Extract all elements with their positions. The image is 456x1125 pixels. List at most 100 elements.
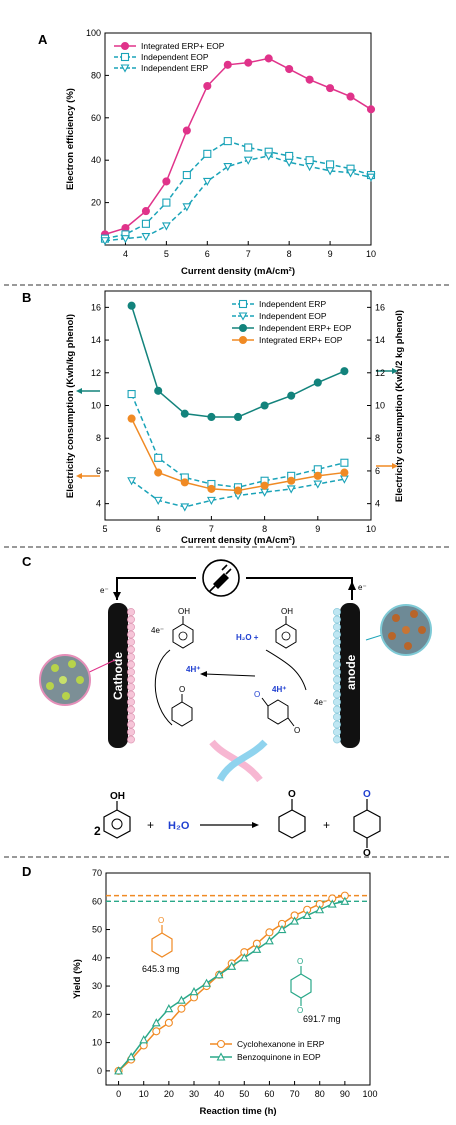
circuit-wire [116, 577, 196, 600]
data-point [162, 198, 171, 207]
data-point [182, 126, 191, 135]
y-tick-label: 70 [92, 868, 102, 878]
x-tick-label: 60 [264, 1089, 274, 1099]
legend-label: Integrated ERP+ EOP [141, 41, 225, 51]
cyclohexanone-structure-icon: O [278, 789, 306, 839]
panel-label-a: A [38, 32, 48, 47]
data-point [114, 1066, 123, 1075]
cyclohexanone-molecule-icon: O [171, 685, 193, 727]
cyan-cross-arrow [216, 739, 268, 782]
data-point [154, 386, 163, 395]
data-point [285, 151, 294, 161]
catalyst-bead [127, 720, 135, 729]
legend-marker [238, 299, 248, 309]
y-tick-label: 10 [91, 401, 101, 411]
y-tick-label: 50 [92, 925, 102, 935]
x-tick-label: 8 [262, 524, 267, 534]
x-tick-label: 9 [328, 249, 333, 259]
y-tick-label-right: 10 [375, 401, 385, 411]
svg-text:O: O [254, 690, 260, 699]
panel-label-b: B [22, 290, 31, 305]
reaction-arrow [154, 649, 173, 726]
x-tick-label: 20 [164, 1089, 174, 1099]
phenol-molecule-icon: OH [275, 607, 297, 649]
data-point [162, 177, 171, 186]
data-point [346, 169, 355, 178]
cathode-label: Cathode [111, 652, 125, 700]
catalyst-bead [127, 735, 135, 744]
data-point [260, 401, 269, 410]
x-tick-label: 5 [164, 249, 169, 259]
catalyst-bead [127, 660, 135, 669]
y-tick-label: 80 [91, 70, 101, 80]
water-plus-label: H₂O + [236, 633, 259, 642]
chart-d-frame [105, 872, 371, 1086]
equation-water: H₂O [168, 820, 190, 832]
data-point [326, 160, 335, 169]
chart-a-y-label: Electron efficiency (%) [65, 88, 76, 190]
data-point [180, 478, 189, 487]
svg-text:O: O [363, 789, 371, 800]
proton-transfer-arrow [204, 673, 256, 677]
legend-label: Independent EOP [259, 311, 327, 321]
data-point [182, 170, 191, 180]
svg-text:OH: OH [178, 607, 190, 616]
y-tick-label: 60 [92, 896, 102, 906]
y-tick-label: 8 [96, 433, 101, 443]
data-point [287, 476, 296, 485]
svg-text:O: O [294, 726, 300, 735]
benzoquinone-mass-label: 691.7 mg [303, 1014, 341, 1024]
data-point [206, 496, 216, 506]
catalyst-bead [333, 690, 341, 699]
legend-label: Benzoquinone in EOP [237, 1052, 321, 1062]
data-point [325, 167, 335, 176]
data-point [346, 92, 355, 101]
x-tick-label: 10 [366, 249, 376, 259]
arrow-icon [252, 822, 259, 828]
data-point [264, 152, 274, 161]
y-tick-label-right: 14 [375, 335, 385, 345]
svg-text:O: O [158, 916, 164, 925]
x-tick-label: 7 [246, 249, 251, 259]
catalyst-bead [127, 690, 135, 699]
svg-text:O: O [363, 848, 371, 859]
data-point [177, 1004, 186, 1013]
chart-b-y-label-right: Electricity consumption (Kwh/2 kg phenol… [394, 310, 405, 502]
catalyst-bead [127, 638, 135, 646]
data-point [264, 54, 273, 63]
data-point [340, 458, 349, 467]
data-point [305, 156, 314, 165]
phenol-molecule-icon: OH [172, 607, 194, 649]
x-tick-label: 70 [290, 1089, 300, 1099]
data-point [182, 203, 192, 212]
four-electron-label: 4e⁻ [314, 698, 327, 707]
data-point [313, 465, 322, 474]
svg-text:O: O [297, 957, 303, 966]
data-point [340, 896, 350, 905]
y-tick-label: 6 [96, 466, 101, 476]
legend-marker [216, 1039, 226, 1049]
x-tick-label: 7 [209, 524, 214, 534]
x-tick-label: 40 [214, 1089, 224, 1099]
data-point [366, 105, 376, 114]
data-point [214, 970, 224, 979]
catalyst-bead [127, 713, 135, 721]
chart-b: Current density (mA/cm²) Electricity con… [65, 290, 405, 546]
data-point [265, 936, 274, 945]
data-point [152, 1027, 161, 1036]
catalyst-bead [333, 608, 341, 616]
catalyst-bead [333, 615, 341, 624]
chart-b-y-label: Electricity consumption (Kwh/kg phenol) [65, 314, 76, 498]
x-tick-label: 30 [189, 1089, 199, 1099]
catalyst-bead [333, 720, 341, 729]
x-tick-label: 100 [362, 1089, 377, 1099]
arrow-icon [200, 671, 207, 677]
chart-a-frame [104, 32, 372, 246]
cyclohexanone-structure-icon: O [151, 916, 173, 958]
data-point [100, 237, 110, 246]
y-tick-label: 100 [86, 28, 101, 38]
x-tick-label: 50 [239, 1089, 249, 1099]
cathode-catalyst-layer [127, 608, 135, 744]
legend-label: Independent EOP [141, 52, 209, 62]
